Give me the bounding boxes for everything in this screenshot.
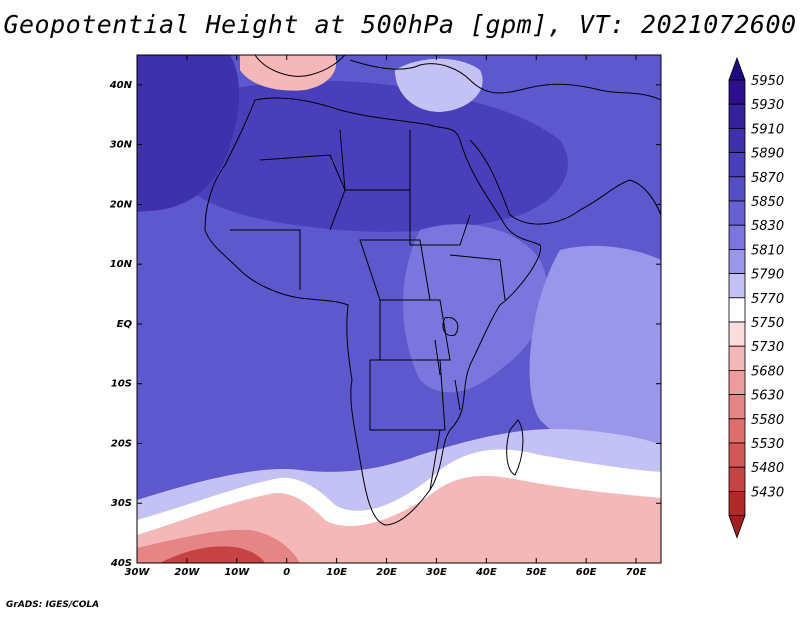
colorbar-swatch xyxy=(728,176,746,202)
field-region-sahara-high xyxy=(181,80,568,232)
colorbar-label: 5870 xyxy=(751,171,784,186)
lat-label: 10N xyxy=(110,259,133,270)
colorbar-label: 5680 xyxy=(751,364,784,379)
colorbar-swatch xyxy=(728,127,746,153)
colorbar-label: 5810 xyxy=(751,243,784,258)
colorbar-label: 5950 xyxy=(751,74,784,89)
border-6 xyxy=(369,359,446,431)
field-region-iberia-low xyxy=(240,55,337,91)
field-region-south-trough-deep xyxy=(160,546,265,563)
plot-frame xyxy=(136,54,662,564)
colorbar-label: 5850 xyxy=(751,195,784,210)
colorbar: 5950 5930 5910 5890 5870 5850 5830 5810 5790 5770… xyxy=(728,56,784,539)
lon-label: 30W xyxy=(125,567,151,578)
africa-coastline xyxy=(204,97,542,526)
colorbar-swatch xyxy=(728,321,746,347)
lon-label: 10W xyxy=(224,567,250,578)
lat-label: 40S xyxy=(110,558,132,569)
madagascar-coast xyxy=(506,419,524,476)
lat-label: 30S xyxy=(111,498,132,509)
colorbar-swatch xyxy=(728,369,746,395)
height-field xyxy=(137,55,661,563)
field-region-indian-ocean xyxy=(529,245,661,470)
colorbar-swatch xyxy=(728,273,746,299)
iberia-coast xyxy=(254,55,346,77)
colorbar-label: 5730 xyxy=(751,340,784,355)
colorbar-label: 5750 xyxy=(751,316,784,331)
colorbar-swatch xyxy=(728,248,746,274)
lon-label: 20E xyxy=(376,567,397,578)
colorbar-label: 5790 xyxy=(751,268,784,283)
border-8 xyxy=(449,254,506,301)
colorbar-swatch xyxy=(728,297,746,323)
arabia-coast xyxy=(469,139,661,225)
lat-label: 40N xyxy=(109,80,133,91)
field-region-atlantic-high xyxy=(137,55,240,212)
colorbar-swatch xyxy=(728,345,746,371)
lat-label: 30N xyxy=(110,140,133,151)
colorbar-swatch xyxy=(728,418,746,444)
colorbar-swatch xyxy=(728,466,746,492)
lon-label: 40E xyxy=(475,567,497,578)
colorbar-swatch xyxy=(728,394,746,420)
field-region-south-trough-mid xyxy=(137,529,300,563)
border-5 xyxy=(379,299,451,361)
colorbar-label: 5480 xyxy=(751,461,784,476)
lon-label: 20W xyxy=(174,567,200,578)
mediterranean-north-coast xyxy=(349,59,661,101)
lon-label: 60E xyxy=(576,567,597,578)
colorbar-label: 5830 xyxy=(751,219,784,234)
colorbar-swatch xyxy=(728,200,746,226)
colorbar-swatch xyxy=(728,152,746,178)
colorbar-label: 5630 xyxy=(751,389,784,404)
border-3 xyxy=(409,135,471,246)
lon-label: 30E xyxy=(426,567,447,578)
lon-label: 10E xyxy=(326,567,347,578)
colorbar-label: 5910 xyxy=(751,122,784,137)
colorbar-top-arrow xyxy=(728,56,746,81)
coastlines xyxy=(204,55,661,526)
border-7 xyxy=(230,229,301,290)
border-9 xyxy=(385,429,441,491)
lon-label: 50E xyxy=(526,567,547,578)
colorbar-bottom-arrow xyxy=(728,515,746,539)
colorbar-swatch xyxy=(728,103,746,129)
map-title: Geopotential Height at 500hPa [gpm], VT:… xyxy=(3,10,797,39)
colorbar-label: 5580 xyxy=(751,413,784,428)
colorbar-swatch xyxy=(728,224,746,250)
lake-victoria xyxy=(442,316,459,337)
colorbar-label: 5530 xyxy=(751,437,784,452)
lat-label: 20S xyxy=(111,438,132,449)
grads-credit: GrADS: IGES/COLA xyxy=(6,600,100,610)
lat-label: 20N xyxy=(110,199,133,210)
colorbar-swatch xyxy=(728,490,746,516)
colorbar-label: 5430 xyxy=(751,485,784,500)
lat-label: 10S xyxy=(111,379,132,390)
colorbar-label: 5770 xyxy=(751,292,784,307)
field-region-east-africa xyxy=(403,224,548,393)
lon-label: 0 xyxy=(283,567,290,578)
colorbar-swatch xyxy=(728,79,746,105)
border-1 xyxy=(259,154,346,231)
longitude-labels: 30W 20W 10W 0 10E 20E 30E 40E 50E 60E 70E xyxy=(125,567,647,578)
colorbar-swatch xyxy=(728,442,746,468)
lake-tanganyika xyxy=(434,339,441,376)
colorbar-label: 5890 xyxy=(751,147,784,162)
lon-label: 70E xyxy=(626,567,647,578)
axis-ticks xyxy=(136,55,661,564)
colorbar-label: 5930 xyxy=(751,98,784,113)
lat-label: EQ xyxy=(117,319,133,330)
latitude-labels: 40N 30N 20N 10N EQ 10S 20S 30S 40S xyxy=(109,80,133,569)
lake-malawi xyxy=(454,379,461,411)
